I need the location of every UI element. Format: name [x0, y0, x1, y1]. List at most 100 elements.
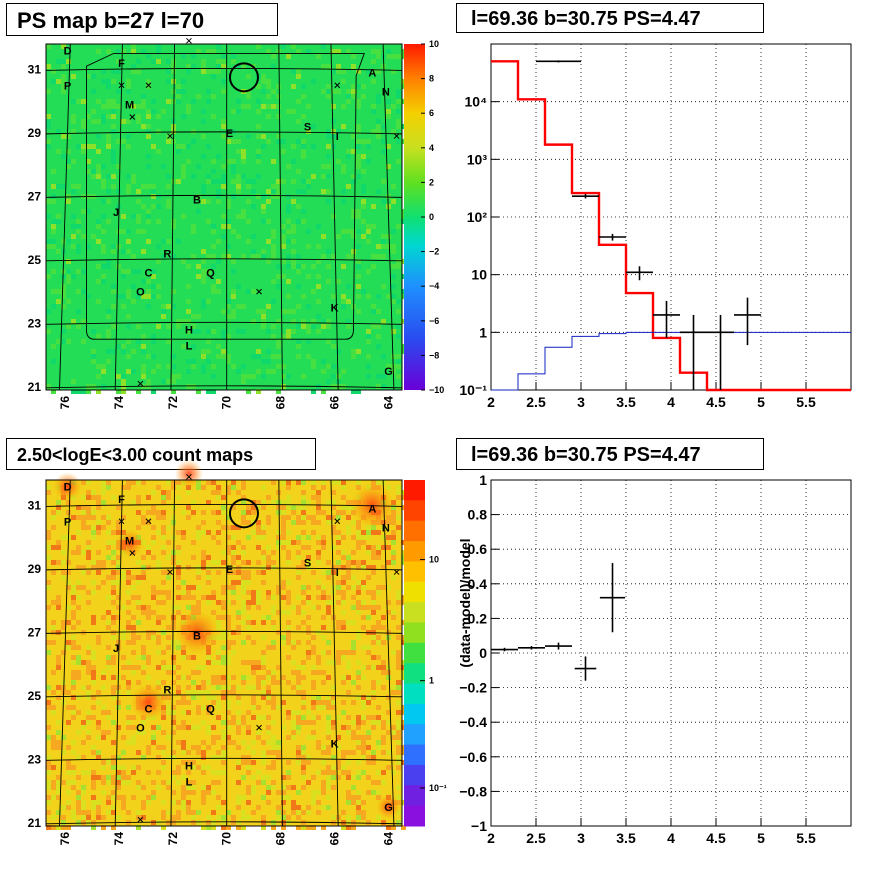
source-label: F	[118, 58, 125, 70]
bright-source	[175, 610, 220, 655]
map-y-tick: 31	[28, 498, 42, 512]
source-cross	[393, 569, 400, 575]
data-point	[707, 314, 734, 390]
source-cross	[145, 82, 152, 89]
map-x-tick: 70	[220, 396, 234, 410]
map-x-tick: 76	[58, 396, 72, 410]
source-label: B	[193, 631, 201, 643]
data-point	[626, 266, 653, 281]
source-label: B	[193, 195, 201, 207]
source-cross	[393, 133, 400, 139]
map-x-tick: 64	[382, 832, 396, 846]
map-x-tick: 72	[166, 832, 180, 846]
latitude-line	[45, 321, 403, 325]
map-frame	[45, 43, 403, 391]
map-y-tick: 23	[28, 752, 42, 766]
colorbar-tick-label: −8	[429, 350, 439, 360]
source-label: D	[64, 45, 72, 57]
source-cross	[167, 569, 173, 575]
data-point	[653, 300, 680, 338]
target-circle	[228, 498, 259, 529]
source-label: A	[368, 68, 376, 80]
map-x-tick: 74	[112, 832, 126, 846]
source-cross	[334, 82, 341, 89]
map-texture	[46, 480, 406, 830]
residual-point	[574, 656, 597, 681]
model-total-step	[491, 60, 851, 392]
source-label: P	[64, 516, 71, 528]
latitude-line	[45, 67, 403, 71]
y-tick-label: 1	[479, 472, 487, 488]
source-label: S	[304, 558, 311, 570]
latitude-line	[45, 694, 403, 698]
map-y-tick: 31	[28, 62, 42, 76]
y-tick-label: 0.8	[468, 507, 488, 523]
y-tick-label: −0.8	[459, 783, 487, 799]
latitude-line	[45, 258, 403, 262]
bright-source	[115, 529, 144, 558]
x-tick-label: 5	[757, 394, 765, 410]
longitude-line	[170, 43, 176, 391]
source-label: M	[125, 535, 134, 547]
source-label: Q	[206, 268, 215, 280]
title-residual: l=69.36 b=30.75 PS=4.47	[456, 438, 764, 470]
y-tick-label: −1	[471, 818, 487, 834]
map-x-tick: 68	[274, 396, 288, 410]
source-label: A	[368, 504, 376, 516]
map-x-tick: 70	[220, 832, 234, 846]
longitude-line	[278, 479, 283, 827]
x-tick-label: 2	[487, 394, 495, 410]
colorbar-tick-label: 4	[429, 143, 434, 153]
source-label: K	[331, 302, 339, 314]
longitude-line	[382, 43, 395, 391]
source-label: K	[331, 738, 339, 750]
source-label: H	[185, 761, 193, 773]
source-label: O	[136, 287, 145, 299]
longitude-line	[382, 479, 395, 827]
source-label: H	[185, 325, 193, 337]
x-tick-label: 2.5	[526, 830, 546, 846]
map-x-tick: 76	[58, 832, 72, 846]
y-tick-label: 0.2	[468, 610, 488, 626]
source-label: C	[145, 268, 153, 280]
source-cross	[129, 550, 136, 556]
source-label: N	[382, 523, 390, 535]
source-label: N	[382, 87, 390, 99]
source-label: I	[336, 131, 339, 143]
source-label: C	[145, 704, 153, 716]
y-tick-label: −0.4	[459, 714, 487, 730]
x-tick-label: 3	[577, 830, 585, 846]
y-tick-label: 1	[479, 324, 487, 340]
map-x-tick: 68	[274, 832, 288, 846]
residual-point	[545, 642, 572, 650]
map-x-tick: 64	[382, 396, 396, 410]
residual-point	[518, 646, 545, 650]
x-tick-label: 4	[667, 394, 675, 410]
colorbar-tick-label: −2	[429, 247, 439, 257]
source-cross	[118, 518, 125, 525]
map-x-tick: 66	[328, 396, 342, 410]
source-label: M	[125, 99, 134, 111]
source-cross	[145, 518, 152, 525]
data-point	[734, 297, 761, 346]
source-cross	[186, 473, 192, 480]
source-label: O	[136, 723, 145, 735]
longitude-line	[278, 43, 283, 391]
colorbar-tick-label: −4	[429, 281, 439, 291]
model-source-step	[491, 331, 851, 391]
latitude-line	[45, 503, 403, 507]
map-y-tick: 29	[28, 562, 42, 576]
source-cross	[118, 82, 125, 89]
count-map: D F P M E S I AN B J RC Q O K HL G 31 29 27 25 23 21 76 74 72 70 6…	[28, 459, 447, 846]
ps-map: D F P M E S I AN B J RC Q O K HL G 31 29 27 25 23 21 76 74 72 70 6…	[28, 37, 444, 410]
source-label: G	[384, 802, 393, 814]
source-label: J	[113, 207, 119, 219]
longitude-line	[114, 479, 123, 827]
longitude-line	[170, 479, 176, 827]
colorbar-tick-label: 1	[429, 676, 434, 686]
y-tick-label: 0.4	[468, 576, 488, 592]
data-point	[536, 60, 581, 63]
x-tick-label: 5	[757, 830, 765, 846]
colorbar-tick-label: 10	[429, 555, 439, 565]
